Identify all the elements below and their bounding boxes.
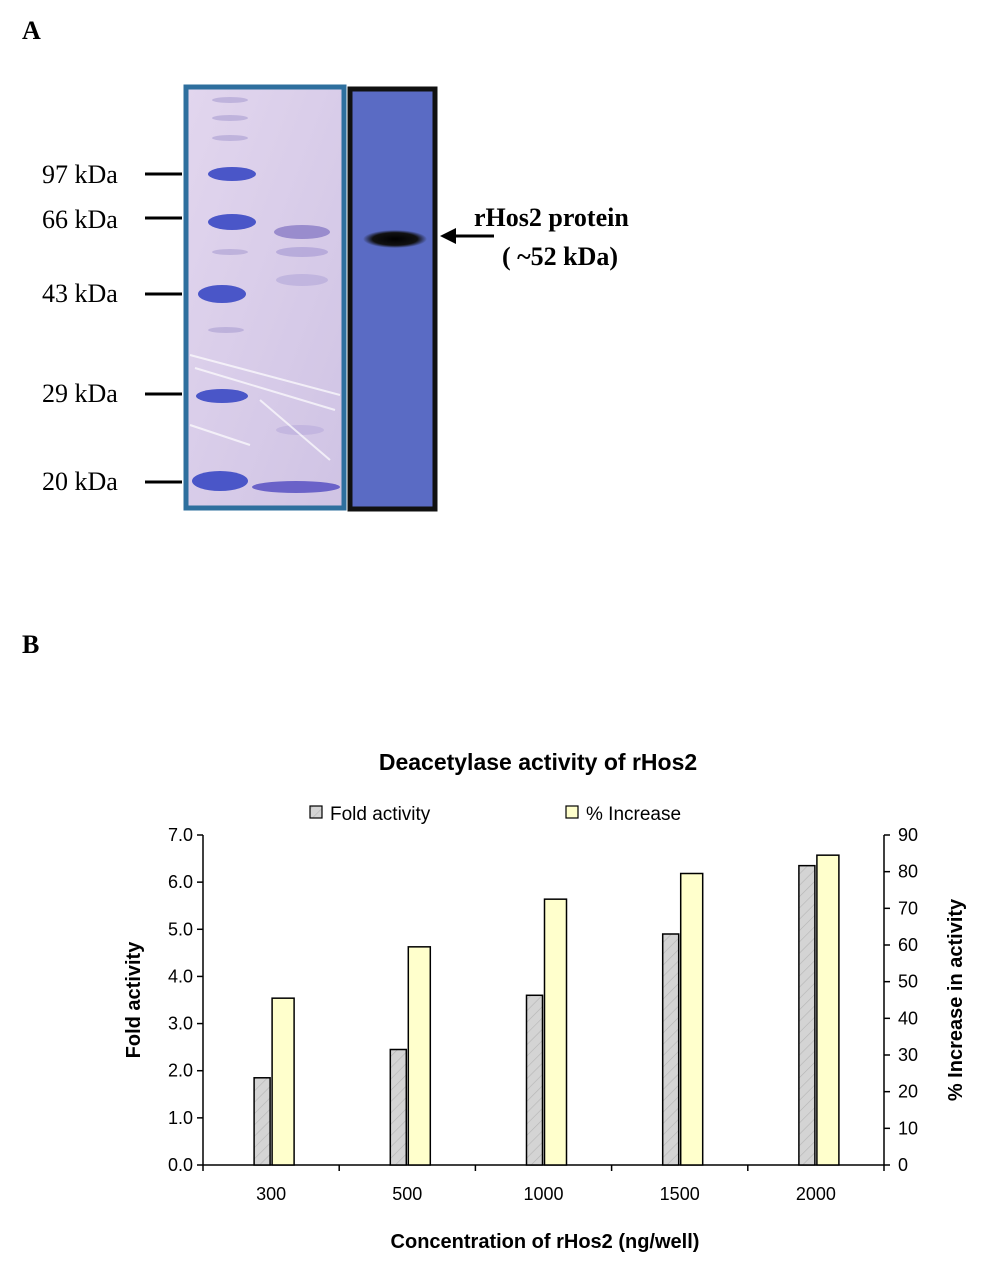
y2-tick-label: 30	[898, 1045, 918, 1065]
x-tick-label: 1500	[660, 1184, 700, 1204]
ladder-band-43	[198, 285, 246, 303]
marker-29-label: 29 kDa	[42, 379, 118, 408]
bar-percent-increase	[679, 872, 704, 1166]
y2-tick-label: 90	[898, 825, 918, 845]
marker-66-label: 66 kDa	[42, 205, 118, 234]
y2-tick-label: 70	[898, 898, 918, 918]
y-tick-label: 0.0	[168, 1155, 193, 1175]
panel-b-label: B	[22, 630, 40, 659]
x-tick-label: 1000	[523, 1184, 563, 1204]
marker-labels: 97 kDa 66 kDa 43 kDa 29 kDa 20 kDa	[42, 160, 118, 496]
legend: Fold activity % Increase	[309, 804, 681, 825]
x-tick-label: 500	[392, 1184, 422, 1204]
band-arrow	[440, 228, 494, 244]
x-tick-label: 300	[256, 1184, 286, 1204]
chart-title: Deacetylase activity of rHos2	[379, 749, 697, 775]
bars	[253, 854, 840, 1166]
y2-tick-label: 0	[898, 1155, 908, 1175]
ladder-band-66	[208, 214, 256, 230]
y2-tick-label: 60	[898, 935, 918, 955]
marker-43-label: 43 kDa	[42, 279, 118, 308]
legend-swatch-fold	[309, 805, 323, 819]
y-tick-label: 6.0	[168, 872, 193, 892]
axes	[197, 834, 890, 1171]
y-tick-label: 5.0	[168, 919, 193, 939]
bar-chart: Deacetylase activity of rHos2 Fold activ…	[123, 749, 967, 1253]
legend-label-increase: % Increase	[586, 804, 681, 825]
gel-figure: 97 kDa 66 kDa 43 kDa 29 kDa 20 kDa rHos2…	[42, 84, 629, 512]
y-tick-label: 7.0	[168, 825, 193, 845]
y-axis-label: Fold activity	[123, 941, 145, 1059]
bar-fold-activity	[253, 1077, 271, 1166]
x-tick-label: 2000	[796, 1184, 836, 1204]
marker-97-label: 97 kDa	[42, 160, 118, 189]
x-axis-label: Concentration of rHos2 (ng/well)	[391, 1231, 700, 1253]
panel-a-label: A	[22, 16, 41, 45]
y2-tick-label: 80	[898, 862, 918, 882]
ladder-band-29	[196, 389, 248, 403]
marker-ticks	[145, 172, 182, 484]
annotation-line1: rHos2 protein	[474, 203, 629, 232]
marker-20-label: 20 kDa	[42, 467, 118, 496]
bar-fold-activity	[389, 1048, 408, 1166]
y-tick-label: 2.0	[168, 1061, 193, 1081]
ladder-lane	[192, 167, 256, 491]
y2-axis-label: % Increase in activity	[945, 898, 967, 1101]
sample-lane	[252, 225, 340, 493]
bar-fold-activity	[661, 933, 680, 1166]
y2-tick-label: 50	[898, 972, 918, 992]
ladder-band-20	[192, 471, 248, 491]
y-tick-label: 3.0	[168, 1014, 193, 1034]
tick-labels: 0.0 1.0 2.0 3.0 4.0 5.0 6.0 7.0 0 10 20 30 40 50 60 70 8…	[168, 825, 918, 1204]
bar-percent-increase	[543, 898, 568, 1166]
ladder-band-97	[208, 167, 256, 181]
bar-percent-increase	[407, 946, 432, 1166]
bar-percent-increase	[816, 854, 840, 1166]
y-tick-label: 1.0	[168, 1108, 193, 1128]
bar-fold-activity	[525, 994, 544, 1166]
blot-band	[363, 230, 427, 248]
annotation-line2: ( ~52 kDa)	[502, 242, 618, 271]
legend-label-fold: Fold activity	[330, 804, 431, 825]
legend-swatch-increase	[565, 805, 579, 819]
y2-tick-label: 10	[898, 1118, 918, 1138]
bar-fold-activity	[798, 864, 816, 1166]
bar-percent-increase	[271, 997, 295, 1166]
y2-tick-label: 40	[898, 1008, 918, 1028]
western-blot	[347, 86, 438, 512]
y-tick-label: 4.0	[168, 966, 193, 986]
y2-tick-label: 20	[898, 1082, 918, 1102]
